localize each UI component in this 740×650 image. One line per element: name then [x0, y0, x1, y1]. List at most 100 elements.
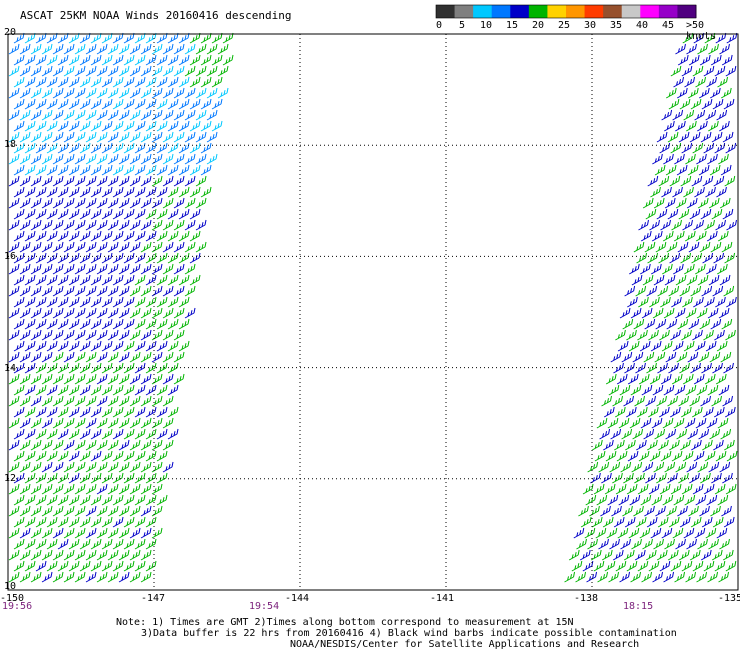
wind-barb	[68, 318, 80, 330]
wind-barb	[596, 417, 608, 429]
wind-barb	[63, 329, 75, 341]
wind-barb	[19, 219, 31, 231]
wind-barb	[637, 483, 649, 495]
wind-barb	[608, 571, 620, 583]
wind-barb	[129, 527, 141, 539]
wind-barb	[79, 54, 91, 66]
wind-barb	[156, 142, 168, 154]
wind-barb	[195, 65, 207, 77]
wind-barb	[30, 329, 42, 341]
wind-barb	[629, 417, 641, 429]
wind-barb	[679, 98, 691, 110]
wind-barb	[677, 505, 688, 517]
wind-barb	[668, 362, 679, 374]
wind-barb	[189, 120, 201, 132]
wind-barb	[640, 417, 652, 429]
wind-barb	[598, 538, 609, 550]
wind-barb	[134, 318, 146, 330]
wind-barb	[659, 483, 671, 495]
wind-barb	[68, 296, 80, 308]
wind-barb	[633, 318, 645, 330]
wind-barb	[612, 472, 623, 484]
wind-barb	[632, 428, 644, 440]
wind-barb	[96, 241, 108, 253]
wind-barb	[717, 76, 729, 88]
wind-barb	[24, 296, 36, 308]
wind-barb	[52, 109, 64, 121]
wind-barb	[178, 230, 190, 242]
wind-barb	[8, 241, 20, 253]
wind-barb	[636, 252, 648, 264]
wind-barb	[612, 395, 623, 407]
wind-barb	[708, 120, 719, 132]
wind-barb	[687, 164, 699, 176]
wind-barb	[96, 307, 108, 319]
wind-barb	[708, 274, 720, 286]
wind-barb	[101, 76, 113, 88]
wind-barb	[52, 527, 64, 539]
wind-barb	[684, 494, 696, 506]
wind-barb	[673, 417, 685, 429]
wind-barb	[90, 164, 102, 176]
wind-barb	[582, 560, 594, 572]
wind-barb	[664, 120, 675, 132]
wind-barb	[184, 219, 196, 231]
wind-barb	[63, 351, 75, 363]
wind-barb	[704, 296, 715, 308]
wind-barb	[118, 131, 130, 143]
wind-barb	[13, 252, 25, 264]
wind-barb	[101, 428, 113, 440]
legend-label: 45	[662, 20, 675, 31]
wind-barb	[173, 153, 185, 165]
wind-barb	[123, 76, 135, 88]
wind-barb	[52, 87, 64, 99]
time-label: 18:15	[623, 601, 654, 612]
wind-barb	[723, 516, 735, 528]
wind-barb	[41, 549, 53, 561]
wind-barb	[8, 373, 20, 385]
wind-barb	[107, 65, 119, 77]
wind-barb	[118, 109, 130, 121]
wind-barb	[24, 54, 36, 66]
wind-barb	[74, 241, 86, 253]
wind-barb	[703, 65, 715, 77]
wind-barb	[8, 175, 20, 187]
wind-barb	[719, 538, 730, 550]
wind-barb	[590, 472, 601, 484]
wind-barb	[123, 274, 135, 286]
wind-barb	[612, 549, 624, 561]
wind-barb	[24, 252, 36, 264]
wind-barb	[52, 483, 64, 495]
wind-barb	[716, 109, 728, 121]
wind-barb	[8, 351, 20, 363]
wind-barb	[85, 461, 97, 473]
wind-barb	[683, 263, 695, 275]
wind-barb	[184, 109, 196, 121]
wind-barb	[24, 230, 36, 242]
wind-barb	[162, 417, 174, 429]
wind-barb	[703, 483, 715, 495]
wind-barb	[85, 527, 97, 539]
wind-barb	[107, 197, 119, 209]
wind-barb	[688, 318, 700, 330]
wind-barb	[41, 175, 53, 187]
wind-barb	[714, 142, 726, 154]
wind-barb	[686, 197, 698, 209]
wind-barb	[107, 87, 119, 99]
legend-swatch	[454, 5, 474, 18]
wind-barb	[691, 252, 703, 264]
wind-barb	[52, 153, 64, 165]
wind-barb	[637, 329, 648, 341]
wind-barb	[74, 43, 86, 55]
wind-barb	[101, 538, 113, 550]
wind-barb	[13, 296, 25, 308]
wind-barb	[118, 219, 130, 231]
wind-barb	[173, 241, 185, 253]
wind-barb	[151, 263, 163, 275]
wind-barb	[35, 164, 47, 176]
wind-barb	[19, 549, 31, 561]
wind-barb	[564, 571, 576, 583]
note-line-2: 3)Data buffer is 22 hrs from 20160416 4)…	[141, 628, 677, 639]
wind-barb	[41, 241, 53, 253]
wind-barb	[96, 109, 108, 121]
